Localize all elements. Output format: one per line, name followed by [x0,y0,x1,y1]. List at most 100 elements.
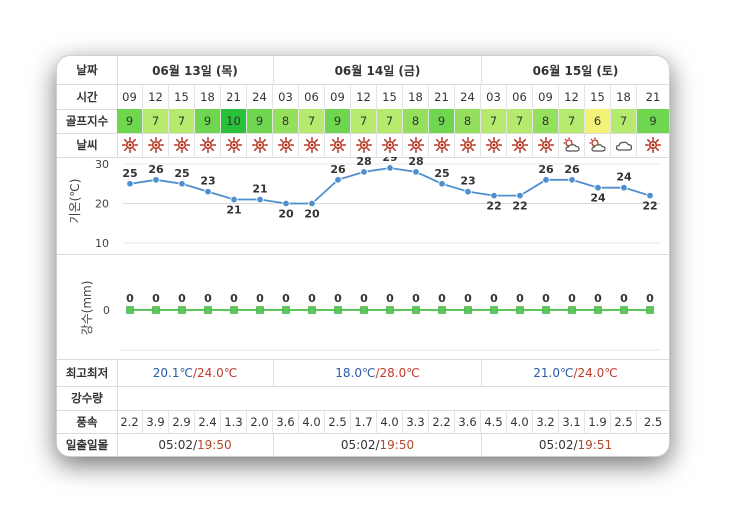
wind-speed-cell: 2.4 [195,410,221,433]
temp-value-label: 29 [382,157,397,164]
sun-icon [403,133,429,157]
sun-icon [247,133,273,157]
time-cell: 03 [481,84,507,109]
temp-point [126,180,134,188]
temp-value-label: 21 [226,204,241,217]
golf-index-cell: 7 [143,109,169,133]
day-header-3: 06월 15일 (토) [532,63,619,78]
temp-point [490,191,498,200]
time-row: 시간 09 12 15 18 21 24 03 06 09 12 15 18 21 24 03 06 09 12 1… [57,84,669,110]
golf-index-cell: 7 [507,109,533,133]
rain-value-label: 0 [282,292,290,305]
rain-value-label: 0 [516,292,524,305]
hilo-day-3: 21.0℃/24.0℃ [482,359,669,386]
max-temp: /24.0℃ [192,365,238,380]
rain-value-label: 0 [256,292,264,305]
wind-speed-cell: 2.2 [117,410,143,433]
golf-index-cell: 7 [351,109,377,133]
wind-speed-cell: 2.9 [169,410,195,433]
rain-chart-panel: 강수(mm) 0 0 0 0 0 0 0 0 0 0 0 0 0 0 0 0 0 0 0 0 0 0 [57,254,669,360]
wind-speed-cell: 4.0 [507,410,533,433]
time-cell: 06 [507,84,533,109]
temp-value-label: 25 [174,167,189,180]
weather-row: 날씨 [57,133,669,158]
rain-point [256,306,264,314]
temp-value-label: 23 [200,175,215,188]
temp-point [542,176,550,184]
temp-point [620,184,628,192]
rain-value-label: 0 [204,292,212,305]
sun-day-2: 05:02/19:50 [274,433,482,456]
time-cell: 15 [377,84,403,109]
temp-y-tick: 30 [95,158,109,171]
rain-point [360,306,368,314]
rain-point [178,306,186,314]
time-cell: 09 [533,84,559,109]
time-cell: 18 [611,84,637,109]
golf-index-cell: 7 [377,109,403,133]
wind-speed-cell: 4.5 [481,410,507,433]
temp-y-tick: 10 [95,237,109,250]
hilo-day-1: 20.1℃/24.0℃ [117,359,274,386]
rainfall-label: 강수량 [57,386,118,410]
temp-point [178,180,186,188]
date-label: 날짜 [57,56,118,84]
temp-point [412,168,420,176]
sun-day-3: 05:02/19:51 [482,433,669,456]
rain-point [386,306,394,314]
weather-label: 날씨 [57,133,118,157]
rain-value-label: 0 [464,292,472,305]
sunrise-time: 05:02/ [158,437,198,452]
wind-speed-cell: 1.7 [351,410,377,433]
temp-value-label: 20 [278,208,294,221]
wind-speed-cell: 2.0 [247,410,273,433]
wind-speed-cell: 3.2 [533,410,559,433]
rain-value-label: 0 [568,292,576,305]
temp-point [282,199,290,208]
sunset-time: 19:51 [577,437,613,452]
sun-icon [351,133,377,157]
sun-day-1: 05:02/19:50 [117,433,274,456]
wind-speed-cell: 3.6 [273,410,299,433]
time-cell: 15 [585,84,611,109]
rain-value-label: 0 [620,292,628,305]
golf-index-cell: 6 [585,109,611,133]
sun-icon [377,133,403,157]
wind-label: 풍속 [57,410,118,433]
wind-row: 풍속 2.2 3.9 2.9 2.4 1.3 2.0 3.6 4.0 2.5 1.7 4.0 3.3 2… [57,410,669,434]
cloud-icon [611,133,637,157]
temperature-chart: 10 20 30 기온(℃) 25 26 25 23 21 21 20 20 26 28 29 28 25 23 2… [68,151,661,250]
sun-icon [169,133,195,157]
rain-axis-label: 강수(mm) [80,281,94,336]
golf-index-cell: 7 [481,109,507,133]
temp-value-label: 24 [616,171,632,184]
temp-y-tick: 20 [95,198,109,211]
max-temp: /28.0℃ [375,365,420,380]
temp-point [594,184,602,192]
temp-point [464,187,472,196]
temp-value-label: 26 [330,163,346,176]
sun-icon [481,133,507,157]
sun-icon [429,133,455,157]
wind-speed-cell: 1.9 [585,410,611,433]
weather-forecast-card: 날짜 06월 13일 (목) 06월 14일 (금) 06월 15일 (토) 시… [56,55,670,457]
rain-point [152,306,160,314]
temp-value-label: 25 [434,167,449,180]
sun-icon [533,133,559,157]
temp-point [386,164,394,172]
rain-value-label: 0 [126,292,134,305]
temp-point [308,199,316,208]
temp-value-label: 26 [148,163,164,176]
time-cell: 09 [325,84,351,109]
rain-value-label: 0 [438,292,446,305]
sun-icon [273,133,299,157]
rain-point [282,306,290,314]
temp-value-label: 28 [356,157,371,168]
time-cell: 18 [403,84,429,109]
wind-speed-cell: 1.3 [221,410,247,433]
day-header-1: 06월 13일 (목) [117,56,274,84]
sun-icon [637,133,669,157]
rain-point [334,306,342,314]
time-cell: 15 [169,84,195,109]
golf-index-cell: 10 [221,109,247,133]
